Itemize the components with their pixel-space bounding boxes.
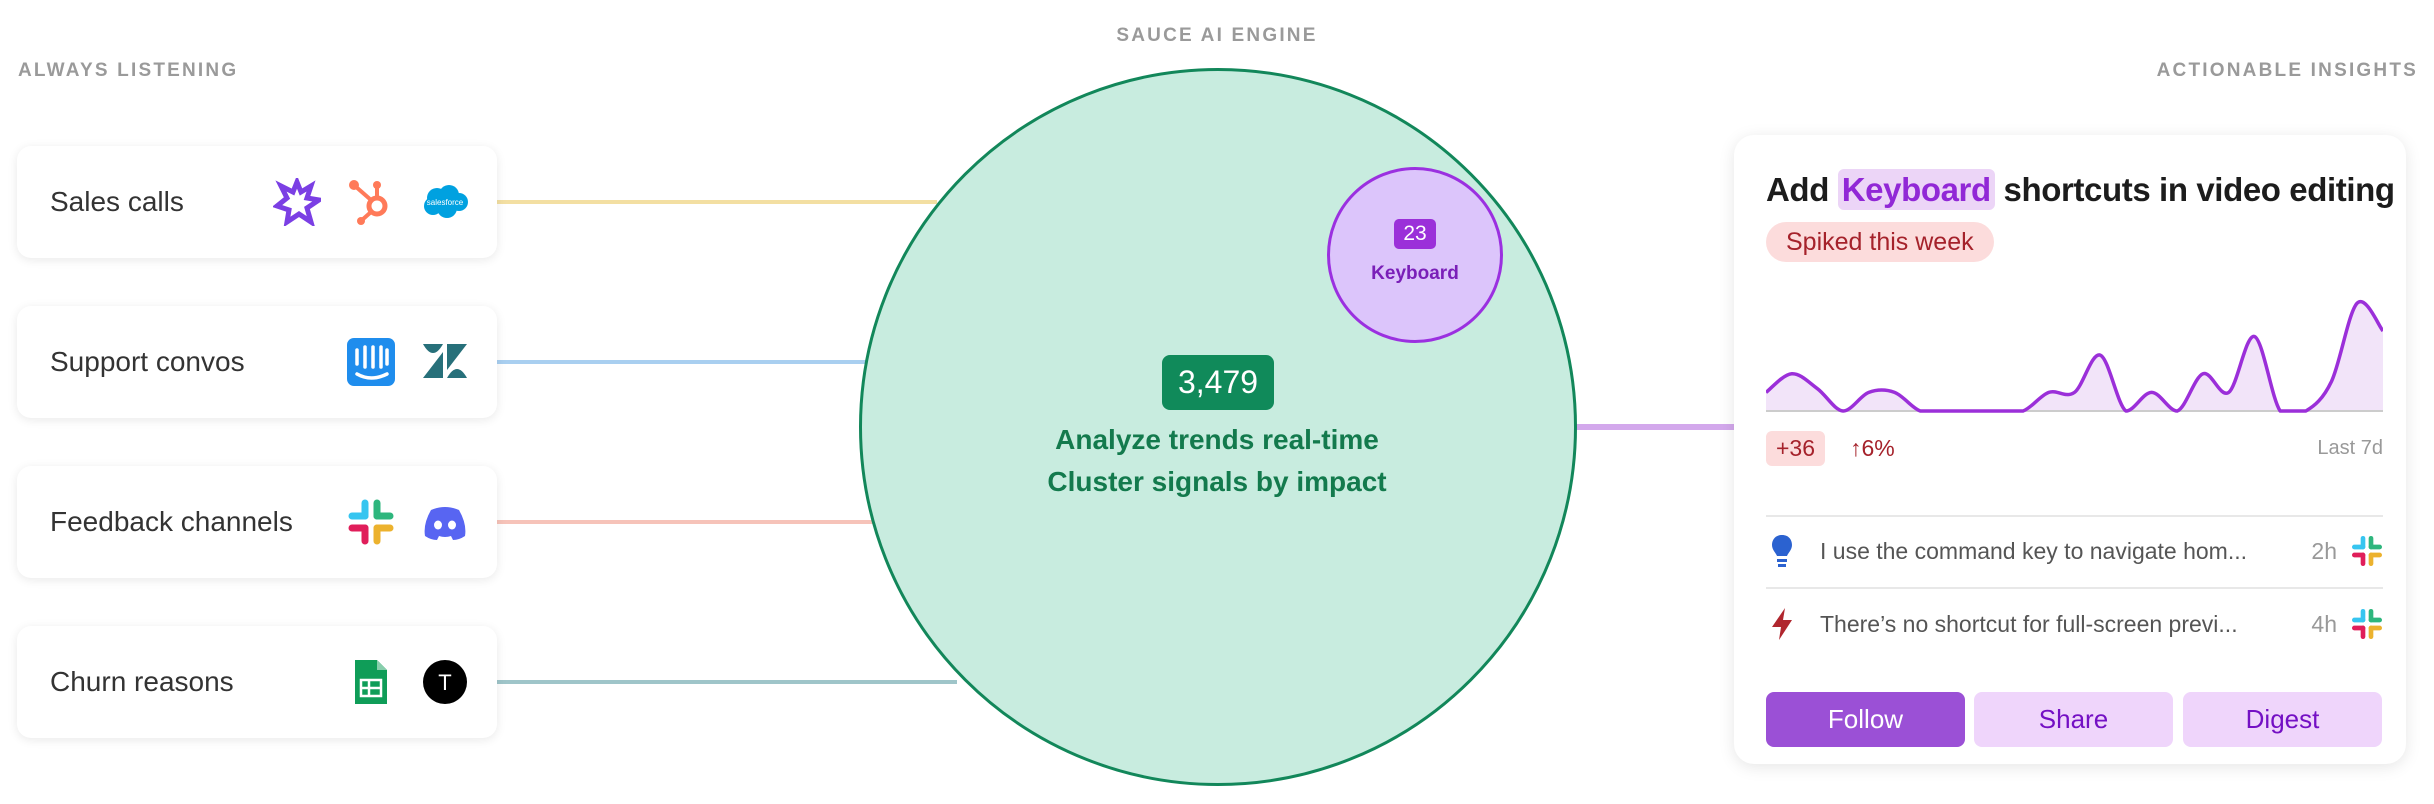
hubspot-icon (349, 180, 388, 225)
salesforce-icon: salesforce (424, 185, 468, 218)
title-highlight: Keyboard (1837, 169, 1995, 210)
divider (1766, 515, 2383, 517)
feedback-time: 2h (2311, 537, 2337, 564)
source-card-churn-reasons[interactable]: Churn reasons T (17, 626, 497, 738)
slack-icon (2352, 536, 2382, 566)
lightbulb-icon (1766, 534, 1798, 568)
engine-line-1: Analyze trends real-time (1055, 424, 1379, 455)
trend-sparkline (1766, 299, 2383, 413)
always-listening-heading: ALWAYS LISTENING (18, 60, 239, 81)
connector-insight (1575, 424, 1735, 430)
time-range-label: Last 7d (2317, 437, 2383, 459)
slack-icon (2352, 609, 2382, 639)
typeform-icon: T (423, 660, 467, 704)
connector-support (497, 360, 877, 364)
insight-card: Add Keyboard shortcuts in video editing … (1734, 135, 2406, 764)
share-button[interactable]: Share (1974, 692, 2173, 747)
svg-text:T: T (438, 670, 451, 695)
divider (1766, 587, 2383, 589)
connector-sales (497, 200, 937, 204)
source-label: Support convos (50, 346, 245, 377)
sparkline-area (1766, 301, 2383, 411)
slack-icon (348, 499, 394, 545)
feedback-time: 4h (2311, 610, 2337, 637)
svg-text:salesforce: salesforce (427, 198, 464, 207)
percent-change: ↑6% (1850, 435, 1895, 461)
insight-title: Add Keyboard shortcuts in video editing (1766, 169, 2396, 210)
status-badge: Spiked this week (1766, 222, 1994, 262)
cluster-count-badge: 23 (1394, 219, 1436, 249)
source-card-support-convos[interactable]: Support convos (17, 306, 497, 418)
source-label: Churn reasons (50, 666, 234, 697)
feedback-item[interactable]: I use the command key to navigate hom...… (1766, 526, 2383, 576)
source-card-sales-calls[interactable]: Sales calls salesforce (17, 146, 497, 258)
engine-line-2: Cluster signals by impact (1047, 466, 1387, 497)
gong-icon (273, 178, 321, 226)
actionable-insights-heading: ACTIONABLE INSIGHTS (2156, 60, 2418, 81)
cluster-label: Keyboard (1371, 263, 1459, 284)
intercom-icon (347, 338, 395, 386)
keyboard-cluster-circle[interactable] (1327, 167, 1503, 343)
lightning-icon (1766, 608, 1798, 640)
connector-feedback (497, 520, 877, 524)
title-suffix: shortcuts in video editing (2003, 171, 2396, 208)
feedback-item[interactable]: There’s no shortcut for full-screen prev… (1766, 599, 2383, 649)
title-prefix: Add (1766, 171, 1829, 208)
feedback-text: There’s no shortcut for full-screen prev… (1820, 610, 2238, 637)
discord-icon (424, 507, 466, 540)
google-sheets-icon (355, 660, 387, 704)
source-card-feedback-channels[interactable]: Feedback channels (17, 466, 497, 578)
sparkline-line (1766, 299, 2383, 413)
source-label: Feedback channels (50, 506, 293, 537)
feedback-text: I use the command key to navigate hom... (1820, 537, 2248, 564)
signal-count-badge: 3,479 (1162, 355, 1274, 410)
delta-badge: +36 (1766, 431, 1826, 466)
digest-button[interactable]: Digest (2183, 692, 2382, 747)
sauce-ai-engine-heading: SAUCE AI ENGINE (1116, 25, 1318, 46)
zendesk-icon (423, 344, 467, 378)
follow-button[interactable]: Follow (1766, 692, 1965, 747)
connector-churn (497, 680, 957, 684)
source-label: Sales calls (50, 186, 184, 217)
